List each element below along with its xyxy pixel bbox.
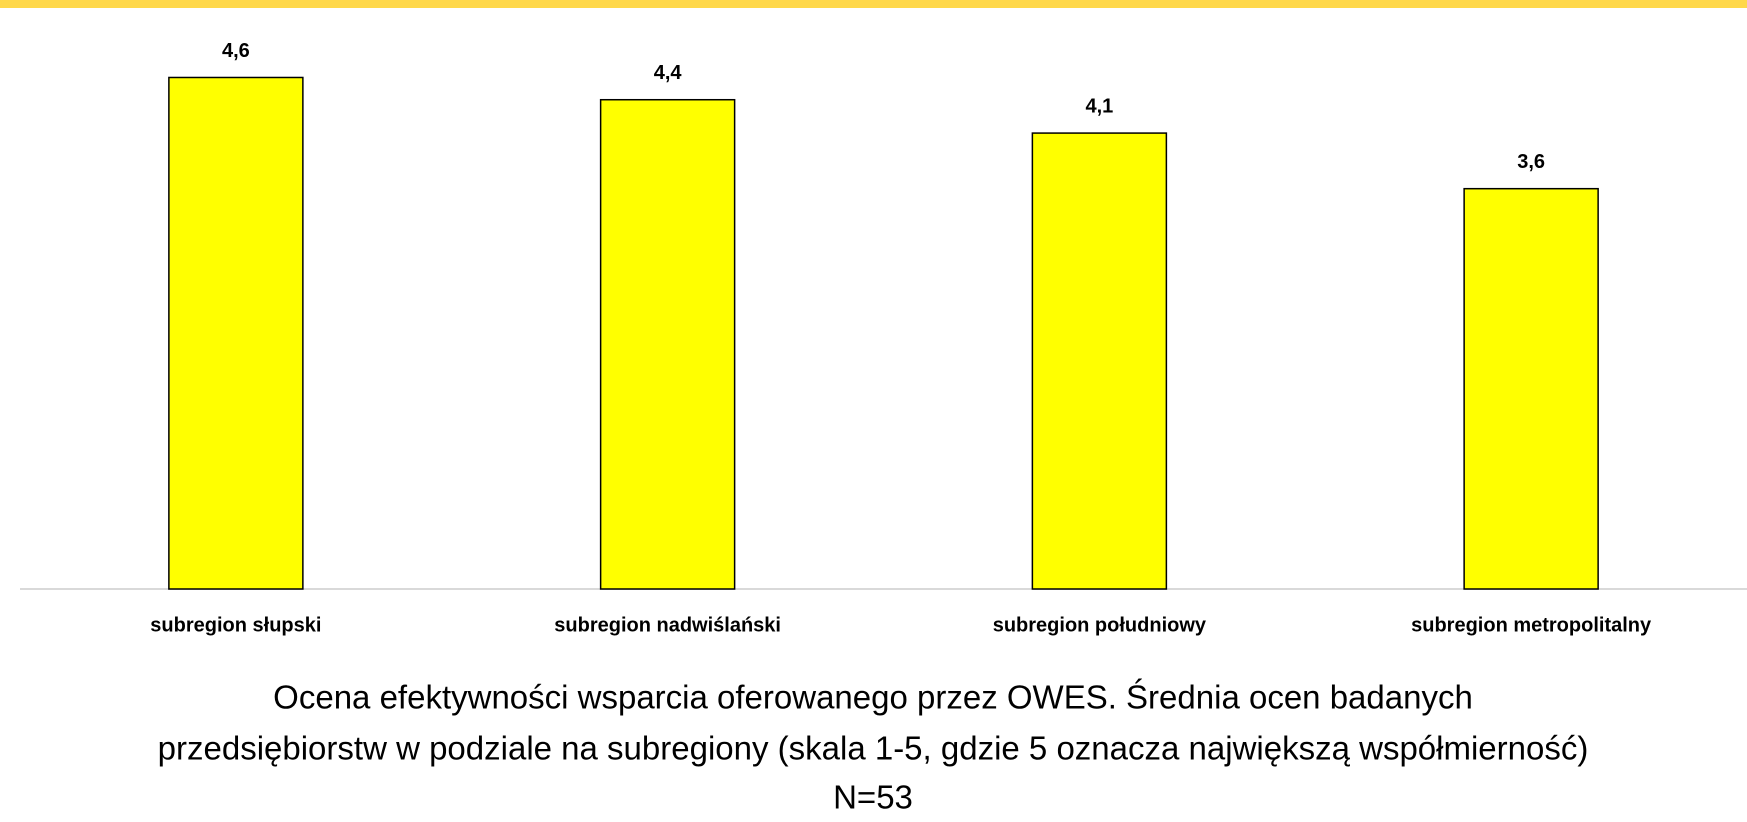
chart-subtitle: N=53 xyxy=(833,779,913,816)
x-tick-label: subregion słupski xyxy=(150,614,321,636)
chart-title: Ocena efektywności wsparcia oferowanego … xyxy=(273,678,1473,716)
chart-title: przedsiębiorstw w podziale na subregiony… xyxy=(158,730,1589,767)
top-band xyxy=(0,0,1747,8)
value-label: 4,6 xyxy=(222,40,250,62)
x-tick-label: subregion południowy xyxy=(993,614,1207,636)
bar xyxy=(1031,132,1168,590)
value-label: 4,4 xyxy=(654,62,683,84)
x-tick-label: subregion nadwiślański xyxy=(554,614,781,636)
value-label: 3,6 xyxy=(1517,151,1545,173)
bar xyxy=(168,76,304,590)
bar xyxy=(1463,187,1599,590)
x-tick-label: subregion metropolitalny xyxy=(1411,614,1652,636)
value-label: 4,1 xyxy=(1085,95,1113,117)
bar xyxy=(599,98,736,590)
